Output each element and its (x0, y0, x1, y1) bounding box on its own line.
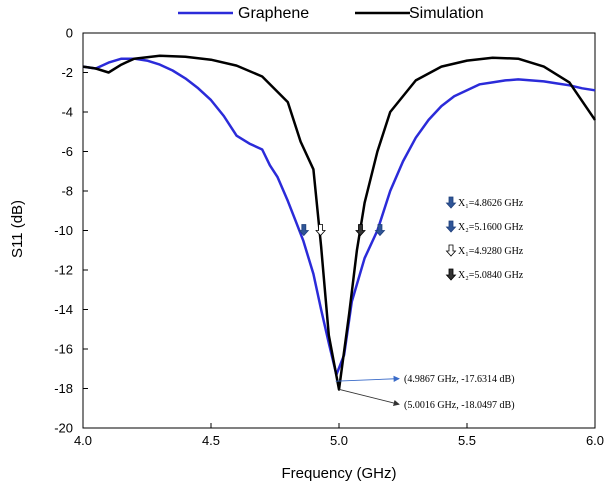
marker-arrow-2 (374, 224, 386, 237)
marker-legend-label-4: X₂=5.0840 GHz (458, 270, 524, 281)
x-tick-label: 4.5 (202, 433, 220, 448)
marker-arrow-3 (315, 224, 326, 237)
x-axis-label: Frequency (GHz) (281, 465, 396, 482)
y-tick-label: -12 (54, 263, 73, 278)
x-tick-label: 5.0 (330, 433, 348, 448)
y-tick-label: -2 (61, 65, 73, 80)
marker-arrow-4 (355, 224, 366, 237)
marker-legend-icon-2 (445, 220, 457, 233)
y-tick-label: -10 (54, 223, 73, 238)
y-axis-label: S11 (dB) (9, 200, 26, 258)
y-tick-label: -8 (61, 184, 73, 199)
series-line-simulation (82, 54, 597, 391)
y-tick-label: -16 (54, 342, 73, 357)
y-tick-label: -18 (54, 381, 73, 396)
legend-label-graphene: Graphene (238, 5, 309, 22)
y-tick-label: -20 (54, 421, 73, 436)
x-tick-label: 4.0 (74, 433, 92, 448)
marker-legend-icon-3 (445, 244, 457, 257)
legend: Graphene Simulation (178, 5, 484, 22)
marker-legend-icon-1 (445, 196, 457, 209)
marker-legend-label-2: X₂=5.1600 GHz (458, 222, 524, 233)
y-tick-label: 0 (66, 26, 73, 41)
x-tick-label: 5.5 (458, 433, 476, 448)
marker-legend-icon-4 (445, 268, 457, 281)
marker-arrow-1 (298, 224, 310, 237)
marker-legend-label-3: X₁=4.9280 GHz (458, 246, 524, 257)
legend-label-simulation: Simulation (409, 5, 484, 22)
series-line-graphene (82, 57, 596, 376)
y-tick-label: -14 (54, 302, 73, 317)
plot-area: 4.0 4.5 5.0 5.5 6.0 0 -2 -4 -6 -8 -10 -12 -14 -16 -18 -… (54, 26, 604, 449)
annotation-label-2: (5.0016 GHz, -18.0497 dB) (404, 400, 515, 411)
y-tick-label: -4 (61, 105, 73, 120)
annotation-label-1: (4.9867 GHz, -17.6314 dB) (404, 374, 515, 385)
annotation-arrow-1 (335, 375, 400, 382)
marker-legend-label-1: X₁=4.8626 GHz (458, 198, 524, 209)
annotation-arrow-2 (339, 389, 400, 407)
x-tick-label: 6.0 (586, 433, 604, 448)
y-tick-label: -6 (61, 144, 73, 159)
